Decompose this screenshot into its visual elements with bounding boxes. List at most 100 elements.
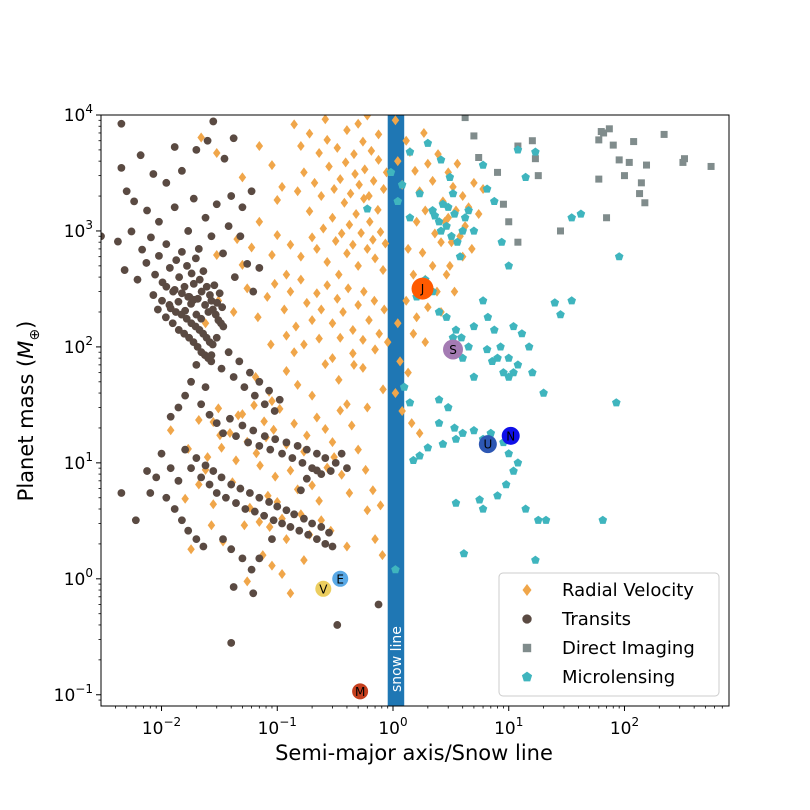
transits-point <box>238 203 247 212</box>
transits-point <box>183 261 191 270</box>
transits-point <box>227 639 236 647</box>
legend: Radial Velocity Transits Direct Imaging … <box>498 572 720 697</box>
planet-marker-u <box>478 435 497 454</box>
radial-velocity-point <box>344 283 352 294</box>
microlensing-point <box>453 237 462 246</box>
transits-point <box>158 296 166 305</box>
radial-velocity-point <box>470 177 478 188</box>
transits-point <box>130 197 139 206</box>
transits-point <box>209 467 218 475</box>
transits-point <box>293 442 302 450</box>
radial-velocity-point <box>428 175 437 186</box>
transits-point <box>212 333 221 342</box>
radial-velocity-point <box>402 295 410 306</box>
transits-point <box>213 298 221 307</box>
microlensing-point <box>490 196 499 205</box>
microlensing-point <box>614 252 624 261</box>
microlensing-point <box>504 353 513 362</box>
transits-point <box>175 273 184 281</box>
transits-point <box>321 540 330 548</box>
microlensing-point <box>391 565 400 574</box>
transits-point <box>224 348 233 357</box>
transits-point <box>174 476 183 485</box>
transits-point <box>317 523 326 531</box>
radial-velocity-point <box>328 353 337 364</box>
microlensing-point <box>455 252 465 261</box>
transits-point <box>162 178 171 187</box>
radial-velocity-point <box>319 223 328 234</box>
transits-point <box>374 600 383 609</box>
y-tick-label: 101 <box>64 450 93 474</box>
radial-velocity-point <box>357 228 365 239</box>
transits-point <box>229 583 238 591</box>
radial-velocity-point <box>280 304 289 315</box>
plot-content: snow line VE M J S UN <box>101 115 715 706</box>
microlensing-point <box>451 498 461 507</box>
microlensing-point <box>576 209 586 218</box>
radial-velocity-point <box>286 465 295 476</box>
radial-velocity-point <box>212 250 221 261</box>
transits-point <box>170 203 179 212</box>
x-tick-label: 101 <box>494 715 523 739</box>
radial-velocity-point <box>336 405 344 416</box>
radial-velocity-point <box>354 444 362 455</box>
transits-point <box>270 407 279 415</box>
transits-point <box>247 187 256 196</box>
transits-point <box>162 240 171 249</box>
direct-imaging-point <box>620 172 628 180</box>
radial-velocity-point <box>300 339 308 350</box>
transits-point <box>161 313 170 322</box>
transits-point <box>136 151 145 160</box>
microlensing-point <box>393 196 403 205</box>
radial-velocity-point <box>394 156 402 167</box>
microlensing-point <box>478 296 488 305</box>
radial-velocity-point <box>343 541 351 552</box>
planet-label-v: V <box>319 582 328 596</box>
direct-imaging-point <box>625 158 633 166</box>
transits-point <box>244 438 253 447</box>
transits-point <box>184 526 193 535</box>
radial-velocity-point <box>336 332 344 343</box>
transits-point <box>217 473 226 482</box>
microlensing-point <box>509 466 518 475</box>
radial-velocity-point <box>394 318 402 329</box>
transits-point <box>149 291 158 299</box>
direct-imaging-point <box>643 161 651 169</box>
transits-point <box>168 319 177 328</box>
microlensing-point <box>539 388 548 397</box>
microlensing-point <box>612 398 621 407</box>
radial-velocity-point <box>325 161 333 172</box>
radial-velocity-point <box>418 247 427 258</box>
planet-label-e: E <box>336 572 344 586</box>
microlensing-point <box>490 325 499 334</box>
radial-velocity-point <box>391 115 400 126</box>
microlensing-point <box>447 231 456 240</box>
microlensing-point <box>442 221 451 230</box>
transits-point <box>170 143 179 151</box>
transits-point <box>227 480 236 489</box>
microlensing-point <box>598 515 608 524</box>
transits-point <box>227 545 236 554</box>
microlensing-point <box>457 333 466 342</box>
radial-velocity-point <box>290 119 298 130</box>
transits-point <box>302 474 311 483</box>
transits-point <box>177 247 186 256</box>
microlensing-point <box>550 298 560 307</box>
microlensing-point <box>499 368 508 377</box>
microlensing-point <box>459 549 469 558</box>
transits-point <box>180 282 189 291</box>
radial-velocity-point <box>217 442 226 453</box>
microlensing-point <box>458 226 467 235</box>
radial-velocity-point <box>323 256 331 267</box>
radial-velocity-point <box>255 216 264 227</box>
radial-velocity-point <box>297 274 305 285</box>
radial-velocity-point <box>313 243 321 254</box>
microlensing-point <box>509 322 518 331</box>
transits-point <box>201 213 210 222</box>
direct-imaging-point <box>600 129 608 137</box>
transits-point <box>226 414 234 423</box>
transits-point <box>220 154 229 163</box>
transits-point <box>308 519 316 528</box>
radial-velocity-point <box>268 160 276 171</box>
transits-point <box>298 458 307 467</box>
